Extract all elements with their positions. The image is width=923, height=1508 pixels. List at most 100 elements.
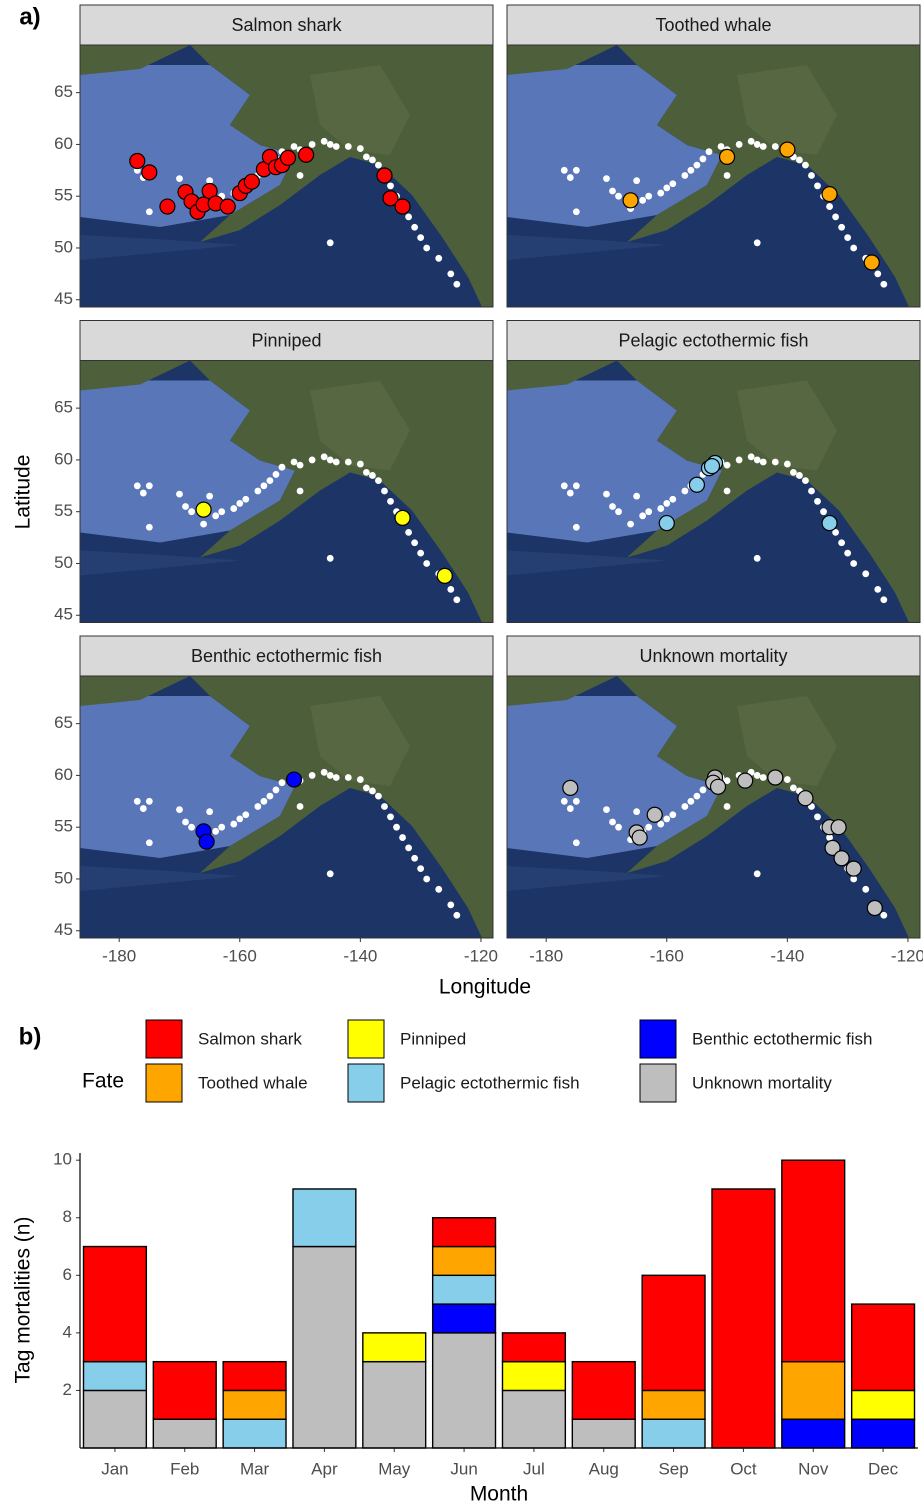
tag-location [694,162,701,169]
bar-segment [852,1390,915,1419]
y-tick-label: 45 [54,920,73,939]
tag-location [375,477,382,484]
facet-title: Unknown mortality [639,646,787,666]
bar-segment [433,1304,496,1333]
tag-location [760,459,767,466]
tag-location [760,143,767,150]
x-axis-title: Month [470,1483,528,1506]
tag-location [645,193,652,200]
tag-location [417,865,424,872]
tag-location [309,457,316,464]
tag-location [796,472,803,479]
tag-location [405,529,412,536]
tag-location [146,524,153,531]
legend-swatch [146,1064,182,1102]
tag-location [267,793,274,800]
tag-location [212,828,219,835]
mortality-point [160,199,175,214]
map-panel [507,45,920,307]
x-tick-label: May [378,1459,411,1478]
mortality-point [395,199,410,214]
y-tick-label: 45 [54,289,73,308]
bar-segment [502,1362,565,1391]
legend-label: Unknown mortality [692,1073,832,1092]
mortality-point [299,147,314,162]
x-tick-label: -180 [529,946,563,965]
x-tick-label: Jan [101,1459,128,1478]
x-tick-label: Jul [523,1459,545,1478]
tag-location [363,784,370,791]
tag-location [850,245,857,252]
figure: a) b) Longitude Latitude Fate Month Tag … [0,0,923,1508]
tag-location [453,281,460,288]
tag-location [687,167,694,174]
tag-location [802,477,809,484]
tag-location [447,586,454,593]
tag-location [387,813,394,820]
tag-location [345,459,352,466]
mortality-point [623,193,638,208]
x-tick-label: Mar [240,1459,270,1478]
tag-location [140,805,147,812]
tag-location [411,855,418,862]
tag-location [627,521,634,528]
legend-swatch [640,1020,676,1058]
panel-label: b) [19,1023,42,1050]
tag-location [297,172,304,179]
tag-location [567,174,574,181]
tag-location [375,793,382,800]
y-tick-label: 10 [53,1150,72,1169]
tag-location [291,459,298,466]
tag-location [663,816,670,823]
tag-location [297,462,304,469]
tag-location [639,197,646,204]
bar-segment [433,1333,496,1448]
tag-location [321,138,328,145]
tag-location [273,787,280,794]
legend-label: Pelagic ectothermic fish [400,1073,580,1092]
tag-location [200,521,207,528]
tag-location [700,787,707,794]
y-tick-label: 8 [63,1207,72,1226]
bar-segment [852,1419,915,1448]
mortality-point [738,773,753,788]
y-tick-label: 60 [54,134,73,153]
tag-location [754,457,761,464]
tag-location [206,808,213,815]
tag-location [603,806,610,813]
tag-location [369,472,376,479]
tag-location [393,824,400,831]
tag-location [645,824,652,831]
bar-segment [642,1275,705,1390]
tag-location [423,876,430,883]
tag-location [669,811,676,818]
tag-location [188,508,195,515]
tag-location [820,508,827,515]
mortality-point [287,772,302,787]
bar-segment [852,1304,915,1390]
tag-location [814,182,821,189]
tag-location [146,798,153,805]
tag-location [411,224,418,231]
bar-segment [502,1390,565,1448]
y-tick-label: 55 [54,501,73,520]
tag-location [844,550,851,557]
bar-segment [223,1419,286,1448]
mortality-point [846,861,861,876]
tag-location [327,141,334,148]
legend-swatch [348,1064,384,1102]
tag-location [297,488,304,495]
mortality-point [798,791,813,806]
tag-location [182,819,189,826]
mortality-point [437,568,452,583]
mortality-point [142,165,157,180]
tag-location [754,870,761,877]
tag-location [615,508,622,515]
tag-location [333,143,340,150]
mortality-point [196,502,211,517]
tag-location [363,469,370,476]
mortality-point [632,830,647,845]
tag-location [327,555,334,562]
tag-location [561,482,568,489]
tag-location [694,793,701,800]
